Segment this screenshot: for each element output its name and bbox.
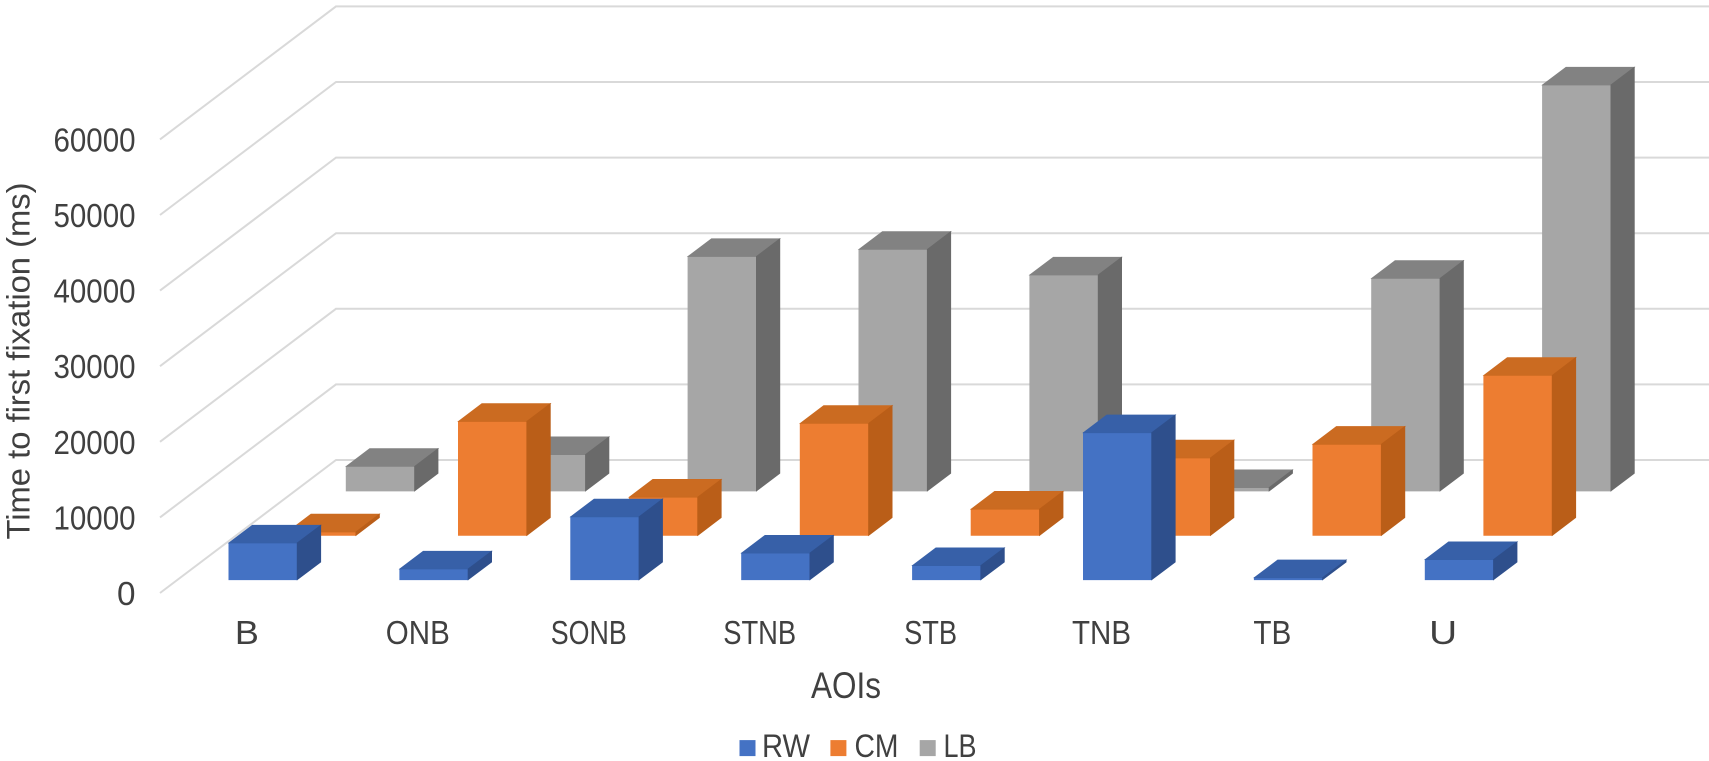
svg-text:20000: 20000 — [54, 425, 136, 462]
svg-text:30000: 30000 — [54, 349, 136, 386]
svg-text:10000: 10000 — [54, 500, 136, 537]
svg-text:SONB: SONB — [551, 615, 627, 652]
svg-text:60000: 60000 — [54, 122, 136, 159]
svg-text:TNB: TNB — [1072, 615, 1131, 652]
svg-text:CM: CM — [855, 728, 899, 761]
svg-text:Time to first fixation (ms): Time to first fixation (ms) — [1, 182, 37, 539]
svg-text:RW: RW — [762, 728, 811, 761]
svg-text:0: 0 — [117, 576, 136, 613]
svg-text:50000: 50000 — [54, 198, 136, 235]
svg-text:40000: 40000 — [54, 274, 136, 311]
svg-text:STB: STB — [904, 615, 957, 652]
svg-text:U: U — [1429, 615, 1457, 652]
svg-text:TB: TB — [1253, 615, 1291, 652]
svg-text:AOIs: AOIs — [811, 665, 881, 706]
svg-text:LB: LB — [944, 728, 977, 761]
svg-text:STNB: STNB — [723, 615, 796, 652]
svg-text:ONB: ONB — [386, 615, 450, 652]
svg-text:B: B — [235, 615, 259, 652]
